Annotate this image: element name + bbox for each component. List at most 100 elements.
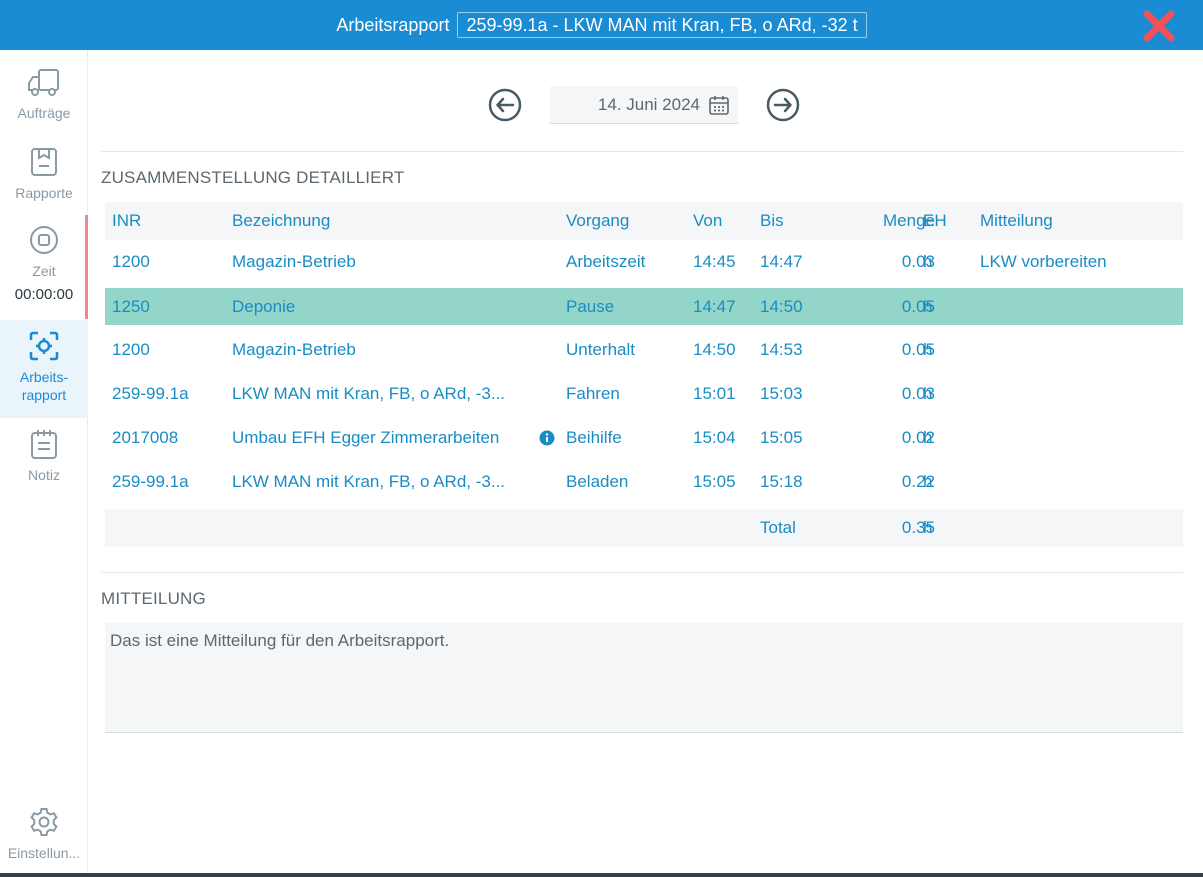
cell-bis: 14:50 <box>760 296 803 316</box>
app-header: Arbeitsrapport 259-99.1a - LKW MAN mit K… <box>0 0 1203 50</box>
column-header-bis: Bis <box>760 211 784 230</box>
column-header-mitteilung: Mitteilung <box>980 211 1053 230</box>
total-label: Total <box>760 518 796 537</box>
cell-menge: 0.05 <box>901 340 935 359</box>
sidebar-item-notiz[interactable]: Notiz <box>0 428 88 484</box>
sidebar-item-label: Zeit <box>32 263 56 279</box>
clipboard-icon <box>31 148 57 176</box>
column-header-vorgang: Vorgang <box>566 211 630 230</box>
table-row[interactable]: 1200 Magazin-Betrieb Unterhalt 14:50 14:… <box>105 328 1183 372</box>
vehicle-selector[interactable]: 259-99.1a - LKW MAN mit Kran, FB, o ARd,… <box>457 12 867 38</box>
close-icon[interactable] <box>1141 8 1177 44</box>
summary-table: INR Bezeichnung Vorgang Von Bis Menge EH… <box>105 202 1183 547</box>
cell-inr: 1200 <box>112 252 150 271</box>
sidebar-item-label: Notiz <box>28 467 60 483</box>
cell-mitteilung: LKW vorbereiten <box>980 252 1107 271</box>
bottom-edge <box>0 873 1203 877</box>
sidebar-item-zeit[interactable]: Zeit 00:00:00 <box>0 224 88 303</box>
cell-menge: 0.03 <box>901 384 935 403</box>
cell-bis: 14:47 <box>760 252 803 271</box>
table-total-row: Total 0.35 h <box>105 509 1183 547</box>
message-textarea[interactable]: Das ist eine Mitteilung für den Arbeitsr… <box>105 623 1183 733</box>
cell-von: 14:45 <box>693 252 736 271</box>
cell-inr: 259-99.1a <box>112 384 189 403</box>
cell-eh: h <box>923 428 933 447</box>
sidebar-item-einstellungen[interactable]: Einstellun... <box>0 806 88 862</box>
cell-bezeichnung: Magazin-Betrieb <box>232 252 356 271</box>
table-row-selected[interactable]: 1250 Deponie Pause 14:47 14:50 0.05 h <box>105 288 1183 325</box>
table-row[interactable]: 259-99.1a LKW MAN mit Kran, FB, o ARd, -… <box>105 460 1183 504</box>
stop-circle-icon <box>30 226 58 254</box>
cell-bezeichnung: LKW MAN mit Kran, FB, o ARd, -3... <box>232 384 506 403</box>
cell-menge: 0.02 <box>901 428 935 447</box>
cell-bezeichnung: Magazin-Betrieb <box>232 340 356 359</box>
sidebar-item-arbeitsrapport[interactable]: Arbeits- rapport <box>0 320 88 418</box>
total-menge: 0.35 <box>901 518 935 537</box>
total-eh: h <box>923 518 933 537</box>
cell-vorgang: Pause <box>566 296 615 316</box>
column-header-eh: EH <box>923 211 947 230</box>
date-picker[interactable]: 14. Juni 2024 <box>550 86 738 124</box>
cell-bis: 15:05 <box>760 428 803 447</box>
cell-bezeichnung: Deponie <box>232 296 296 316</box>
cell-eh: h <box>923 340 933 359</box>
table-row[interactable]: 2017008 Umbau EFH Egger Zimmerarbeiten B… <box>105 416 1183 460</box>
truck-icon <box>28 69 59 96</box>
table-row[interactable]: 1200 Magazin-Betrieb Arbeitszeit 14:45 1… <box>105 240 1183 284</box>
divider <box>101 572 1183 573</box>
sidebar-item-label: Rapporte <box>15 185 73 201</box>
cell-vorgang: Arbeitszeit <box>566 252 646 271</box>
cell-vorgang: Beladen <box>566 472 629 491</box>
cell-menge: 0.05 <box>901 296 935 316</box>
cell-eh: h <box>923 296 933 316</box>
sidebar-item-rapporte[interactable]: Rapporte <box>0 146 88 202</box>
timer-display: 00:00:00 <box>14 286 74 303</box>
cell-bis: 15:18 <box>760 472 803 491</box>
column-header-von: Von <box>693 211 723 230</box>
cell-bezeichnung: LKW MAN mit Kran, FB, o ARd, -3... <box>232 472 506 491</box>
cell-bis: 14:53 <box>760 340 803 359</box>
cell-bezeichnung: Umbau EFH Egger Zimmerarbeiten <box>232 428 500 447</box>
arrow-left-circle-icon[interactable] <box>488 88 522 122</box>
cell-eh: h <box>923 384 933 403</box>
arrow-right-circle-icon[interactable] <box>766 88 800 122</box>
cell-vorgang: Fahren <box>566 384 620 403</box>
date-value: 14. Juni 2024 <box>597 94 700 114</box>
cell-inr: 1200 <box>112 340 150 359</box>
sidebar-item-label: Arbeits- rapport <box>19 369 69 403</box>
table-header: INR Bezeichnung Vorgang Von Bis Menge EH… <box>105 202 1183 240</box>
message-title: MITTEILUNG <box>101 589 206 608</box>
cell-inr: 259-99.1a <box>112 472 189 491</box>
sidebar-item-label: Aufträge <box>17 105 71 121</box>
header-title: Arbeitsrapport <box>336 14 450 35</box>
divider <box>101 151 1183 152</box>
cell-von: 14:47 <box>693 296 736 316</box>
sidebar: Aufträge Rapporte Zeit 00:00:00 Arbeits-… <box>0 50 88 877</box>
cell-vorgang: Beihilfe <box>566 428 622 447</box>
summary-title: ZUSAMMENSTELLUNG DETAILLIERT <box>101 168 405 187</box>
sidebar-item-label: Einstellun... <box>7 845 81 861</box>
column-header-bezeichnung: Bezeichnung <box>232 211 331 230</box>
column-header-inr: INR <box>112 211 142 230</box>
cell-von: 14:50 <box>693 340 736 359</box>
cell-inr: 1250 <box>112 296 150 316</box>
cell-von: 15:04 <box>693 428 736 447</box>
cell-von: 15:05 <box>693 472 736 491</box>
calendar-icon <box>709 95 729 115</box>
table-row[interactable]: 259-99.1a LKW MAN mit Kran, FB, o ARd, -… <box>105 372 1183 416</box>
notepad-icon <box>31 430 57 459</box>
cell-eh: h <box>923 472 933 491</box>
date-navigation: 14. Juni 2024 <box>488 86 800 124</box>
cell-menge: 0.03 <box>901 252 935 271</box>
cell-bis: 15:03 <box>760 384 803 403</box>
info-icon[interactable] <box>539 416 555 460</box>
timer-indicator-bar <box>85 215 88 319</box>
cell-von: 15:01 <box>693 384 736 403</box>
cell-inr: 2017008 <box>112 428 179 447</box>
cell-menge: 0.22 <box>901 472 935 491</box>
gear-icon <box>30 808 58 836</box>
cell-vorgang: Unterhalt <box>566 340 635 359</box>
sidebar-item-auftraege[interactable]: Aufträge <box>0 68 88 122</box>
cell-eh: h <box>923 252 933 271</box>
scan-target-icon <box>29 331 59 361</box>
